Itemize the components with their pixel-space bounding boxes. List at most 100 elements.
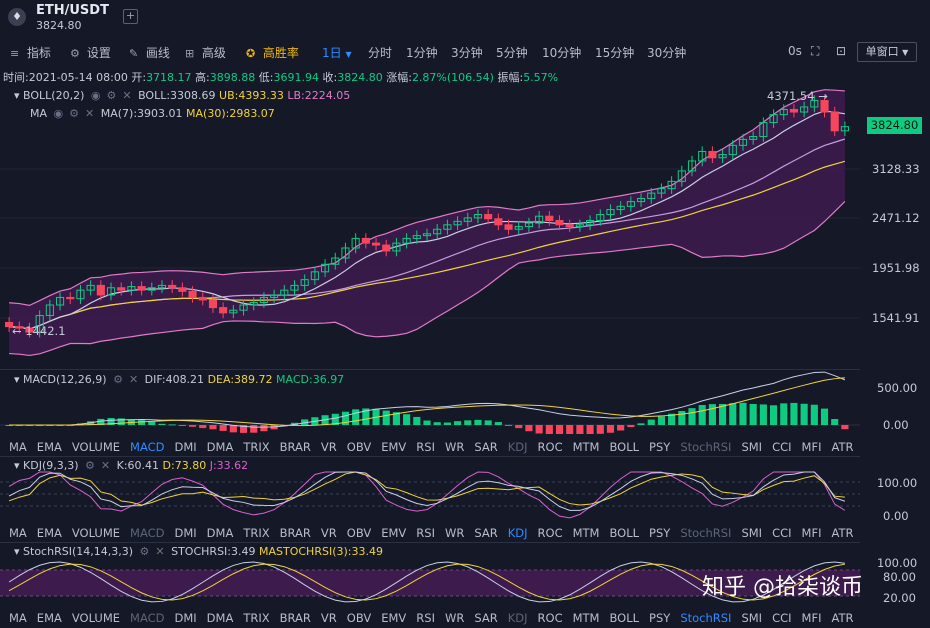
indicator-tab-mfi[interactable]: MFI: [801, 440, 822, 454]
indicator-tab-wr[interactable]: WR: [444, 526, 465, 540]
add-pair-icon[interactable]: +: [123, 9, 138, 24]
indicator-tab-ema[interactable]: EMA: [36, 440, 62, 454]
indicator-tab-smi[interactable]: SMI: [741, 440, 763, 454]
indicator-tab-dmi[interactable]: DMI: [174, 440, 197, 454]
stochrsi-chart[interactable]: [0, 558, 860, 606]
indicator-tab-mtm[interactable]: MTM: [572, 440, 600, 454]
indicator-tab-brar[interactable]: BRAR: [279, 611, 311, 625]
indicator-tab-dmi[interactable]: DMI: [174, 526, 197, 540]
indicator-tab-cci[interactable]: CCI: [772, 440, 792, 454]
indicators-button[interactable]: ≡ 指标: [10, 44, 51, 61]
indicator-tab-sar[interactable]: SAR: [474, 526, 498, 540]
macd-chart[interactable]: [0, 370, 860, 434]
indicator-tab-stochrsi[interactable]: StochRSI: [680, 440, 732, 454]
indicator-tab-macd[interactable]: MACD: [130, 611, 165, 625]
window-mode-select[interactable]: 单窗口 ▼: [857, 42, 917, 62]
indicator-tab-brar[interactable]: BRAR: [279, 440, 311, 454]
indicator-tab-ema[interactable]: EMA: [36, 611, 62, 625]
indicator-tab-ma[interactable]: MA: [9, 611, 27, 625]
interval-15m[interactable]: 15分钟: [595, 46, 635, 60]
indicator-tab-trix[interactable]: TRIX: [243, 440, 270, 454]
indicator-tab-vr[interactable]: VR: [320, 611, 337, 625]
indicator-tab-dma[interactable]: DMA: [206, 526, 234, 540]
draw-button[interactable]: ✎ 画线: [129, 44, 170, 61]
indicator-tab-roc[interactable]: ROC: [537, 611, 563, 625]
interval-5m[interactable]: 5分钟: [496, 46, 528, 60]
indicator-tab-psy[interactable]: PSY: [649, 526, 671, 540]
indicator-tab-smi[interactable]: SMI: [741, 611, 763, 625]
fullscreen-icon[interactable]: ⛶: [811, 44, 820, 58]
close-icon[interactable]: ✕: [100, 459, 111, 472]
indicator-tab-volume[interactable]: VOLUME: [71, 611, 121, 625]
indicator-tab-sar[interactable]: SAR: [474, 611, 498, 625]
eye-icon[interactable]: ◉: [90, 89, 101, 102]
indicator-tab-mtm[interactable]: MTM: [572, 526, 600, 540]
indicator-tab-trix[interactable]: TRIX: [243, 611, 270, 625]
close-icon[interactable]: ✕: [128, 373, 139, 386]
indicator-tab-psy[interactable]: PSY: [649, 440, 671, 454]
indicator-tab-sar[interactable]: SAR: [474, 440, 498, 454]
indicator-tab-mfi[interactable]: MFI: [801, 611, 822, 625]
indicator-tab-ema[interactable]: EMA: [36, 526, 62, 540]
indicator-tab-ma[interactable]: MA: [9, 440, 27, 454]
settings-icon[interactable]: ⚙: [106, 89, 117, 102]
indicator-tab-cci[interactable]: CCI: [772, 526, 792, 540]
interval-1m[interactable]: 1分钟: [406, 46, 438, 60]
indicator-tab-dma[interactable]: DMA: [206, 611, 234, 625]
indicator-tab-rsi[interactable]: RSI: [416, 611, 435, 625]
interval-3m[interactable]: 3分钟: [451, 46, 483, 60]
indicator-tab-obv[interactable]: OBV: [346, 440, 372, 454]
settings-icon[interactable]: ⚙: [139, 545, 150, 558]
indicator-tab-emv[interactable]: EMV: [381, 526, 407, 540]
settings-icon[interactable]: ⚙: [113, 373, 123, 386]
indicator-tab-kdj[interactable]: KDJ: [507, 440, 528, 454]
indicator-tab-volume[interactable]: VOLUME: [71, 526, 121, 540]
collapse-icon[interactable]: ▾: [14, 89, 20, 102]
screenshot-icon[interactable]: ⊡: [836, 44, 847, 58]
indicator-tab-macd[interactable]: MACD: [130, 440, 165, 454]
indicator-tab-emv[interactable]: EMV: [381, 611, 407, 625]
indicator-tab-brar[interactable]: BRAR: [279, 526, 311, 540]
settings-button[interactable]: ⚙ 设置: [70, 44, 111, 61]
pair-title[interactable]: ETH/USDT: [36, 3, 109, 18]
indicator-tab-cci[interactable]: CCI: [772, 611, 792, 625]
indicator-tab-obv[interactable]: OBV: [346, 611, 372, 625]
interval-10m[interactable]: 10分钟: [542, 46, 582, 60]
indicator-tab-roc[interactable]: ROC: [537, 526, 563, 540]
interval-timeshare[interactable]: 分时: [368, 46, 393, 60]
indicator-tab-mfi[interactable]: MFI: [801, 526, 822, 540]
collapse-icon[interactable]: ▾: [14, 545, 20, 558]
close-icon[interactable]: ✕: [85, 107, 95, 120]
indicator-tab-boll[interactable]: BOLL: [609, 526, 640, 540]
indicator-tab-atr[interactable]: ATR: [831, 526, 854, 540]
indicator-tab-atr[interactable]: ATR: [831, 440, 854, 454]
indicator-tab-trix[interactable]: TRIX: [243, 526, 270, 540]
indicator-tab-rsi[interactable]: RSI: [416, 440, 435, 454]
collapse-icon[interactable]: ▾: [14, 459, 20, 472]
indicator-tab-boll[interactable]: BOLL: [609, 611, 640, 625]
indicator-tab-volume[interactable]: VOLUME: [71, 440, 121, 454]
main-candlestick-chart[interactable]: [0, 86, 860, 368]
indicator-tab-ma[interactable]: MA: [9, 526, 27, 540]
high-winrate-button[interactable]: ✪ 高胜率: [246, 44, 299, 61]
indicator-tab-emv[interactable]: EMV: [381, 440, 407, 454]
indicator-tab-vr[interactable]: VR: [320, 526, 337, 540]
settings-icon[interactable]: ⚙: [85, 459, 95, 472]
close-icon[interactable]: ✕: [122, 89, 132, 102]
indicator-tab-kdj[interactable]: KDJ: [507, 611, 528, 625]
indicator-tab-psy[interactable]: PSY: [649, 611, 671, 625]
indicator-tab-dmi[interactable]: DMI: [174, 611, 197, 625]
collapse-icon[interactable]: ▾: [14, 373, 20, 386]
indicator-tab-stochrsi[interactable]: StochRSI: [680, 526, 732, 540]
interval-1d[interactable]: 1日 ▼: [322, 44, 352, 61]
settings-icon[interactable]: ⚙: [69, 107, 79, 120]
indicator-tab-obv[interactable]: OBV: [346, 526, 372, 540]
eye-icon[interactable]: ◉: [53, 107, 64, 120]
advanced-button[interactable]: ⊞ 高级: [185, 44, 226, 61]
close-icon[interactable]: ✕: [155, 545, 165, 558]
indicator-tab-rsi[interactable]: RSI: [416, 526, 435, 540]
indicator-tab-macd[interactable]: MACD: [130, 526, 165, 540]
indicator-tab-wr[interactable]: WR: [444, 440, 465, 454]
indicator-tab-kdj[interactable]: KDJ: [507, 526, 528, 540]
kdj-chart[interactable]: [0, 470, 860, 522]
